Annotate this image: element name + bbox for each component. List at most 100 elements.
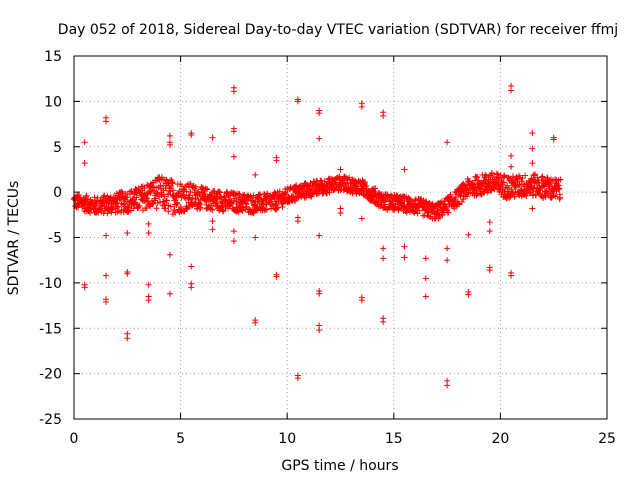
y-tick-labels: -25 -20 -15 -10 -5 0 5 10 15: [39, 49, 62, 428]
data-point: [358, 297, 365, 304]
x-tick-label: 25: [598, 431, 616, 447]
data-point: [444, 139, 451, 146]
data-point: [153, 205, 160, 212]
data-point: [141, 185, 148, 192]
data-point: [501, 173, 508, 180]
data-point: [482, 171, 489, 178]
data-point: [508, 272, 515, 279]
data-point: [380, 245, 387, 252]
data-point: [212, 199, 219, 206]
data-point: [294, 218, 301, 225]
data-point: [550, 136, 557, 143]
data-point: [169, 179, 176, 186]
data-point: [133, 194, 140, 201]
y-tick-label: 15: [44, 49, 62, 65]
data-point: [81, 160, 88, 167]
data-point: [348, 187, 355, 194]
data-point: [534, 178, 541, 185]
data-point: [168, 183, 175, 190]
data-point: [552, 193, 559, 200]
data-point: [273, 157, 280, 164]
data-point: [473, 174, 480, 181]
data-point: [540, 182, 547, 189]
data-point: [294, 98, 301, 105]
data-point: [294, 375, 301, 382]
y-axis-label: SDTVAR / TECUs: [6, 181, 22, 296]
data-point: [226, 196, 233, 203]
data-point: [101, 192, 108, 199]
data-point: [196, 205, 203, 212]
data-point: [252, 171, 259, 178]
data-point: [123, 194, 130, 201]
data-point: [121, 203, 128, 210]
data-point: [447, 191, 454, 198]
data-point: [263, 206, 270, 213]
data-point: [177, 204, 184, 211]
data-point: [145, 297, 152, 304]
data-point: [380, 318, 387, 325]
data-point: [556, 191, 563, 198]
data-point: [555, 186, 562, 193]
data-point: [230, 228, 237, 235]
data-point: [508, 163, 515, 170]
data-point: [167, 203, 174, 210]
data-point: [444, 245, 451, 252]
data-point: [539, 173, 546, 180]
data-point: [113, 199, 120, 206]
data-point: [183, 188, 190, 195]
data-point: [509, 173, 516, 180]
data-point: [153, 184, 160, 191]
data-point: [124, 335, 131, 342]
data-point: [221, 194, 228, 201]
data-point: [316, 232, 323, 239]
data-point: [452, 194, 459, 201]
data-point: [192, 183, 199, 190]
data-point: [166, 251, 173, 258]
data-point: [316, 135, 323, 142]
data-point: [422, 275, 429, 282]
x-tick-label: 5: [176, 431, 185, 447]
data-point: [557, 176, 564, 183]
data-point: [508, 152, 515, 159]
data-point: [416, 207, 423, 214]
data-point: [147, 190, 154, 197]
data-point: [216, 189, 223, 196]
data-point: [261, 190, 268, 197]
data-point: [165, 202, 172, 209]
y-tick-label: -20: [39, 367, 62, 383]
data-point: [125, 208, 132, 215]
data-point: [124, 229, 131, 236]
y-tick-label: 0: [53, 185, 62, 201]
data-point: [401, 254, 408, 261]
data-point: [152, 195, 159, 202]
data-point: [526, 189, 533, 196]
data-point: [358, 103, 365, 110]
data-point: [317, 177, 324, 184]
y-tick-label: -15: [39, 321, 62, 337]
data-point: [136, 202, 143, 209]
data-point: [455, 201, 462, 208]
data-point: [87, 209, 94, 216]
data-point: [292, 189, 299, 196]
data-point: [530, 185, 537, 192]
data-point: [215, 188, 222, 195]
data-point: [380, 255, 387, 262]
data-point: [83, 192, 90, 199]
data-point: [486, 219, 493, 226]
data-point: [254, 199, 261, 206]
data-point: [97, 206, 104, 213]
data-point: [209, 134, 216, 141]
data-point: [500, 179, 507, 186]
data-point: [252, 234, 259, 241]
data-point: [81, 139, 88, 146]
data-point: [188, 263, 195, 270]
data-point: [380, 112, 387, 119]
data-point: [529, 205, 536, 212]
data-point: [132, 185, 139, 192]
data-point: [175, 192, 182, 199]
data-point: [423, 200, 430, 207]
data-point: [188, 131, 195, 138]
data-point: [439, 212, 446, 219]
data-point: [166, 132, 173, 139]
data-point: [231, 189, 238, 196]
